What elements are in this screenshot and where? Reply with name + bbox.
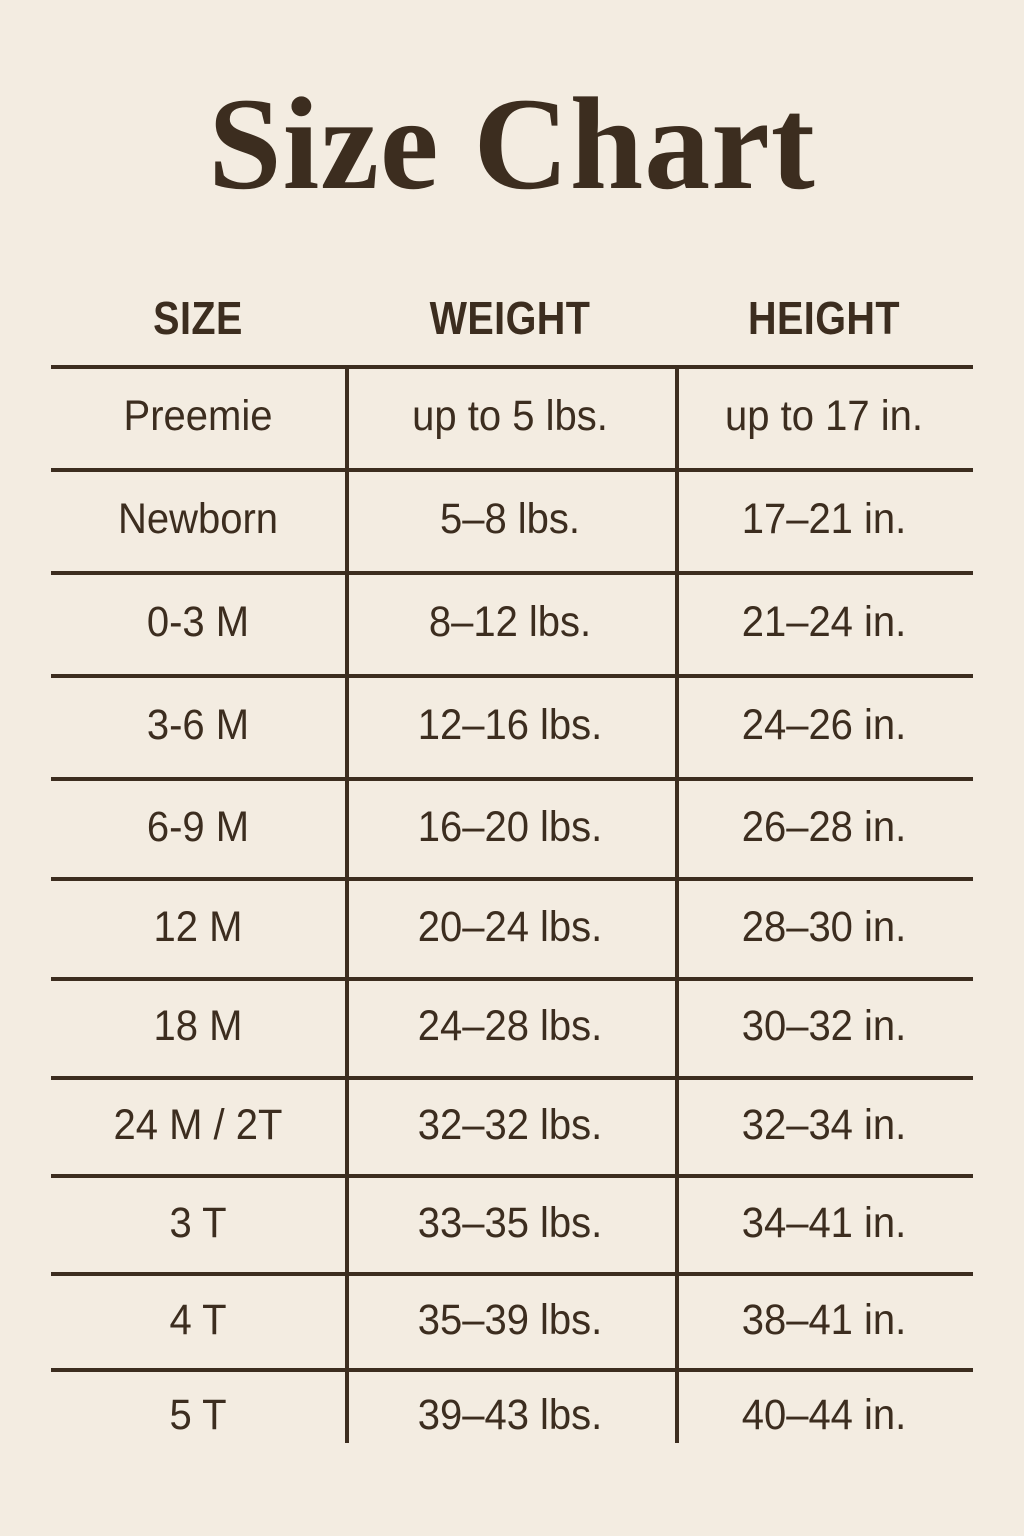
table-row: 3 T 33–35 lbs. 34–41 in. (51, 1174, 973, 1272)
column-header-height: HEIGHT (747, 291, 901, 344)
table-cell-height: 17–21 in. (741, 495, 907, 543)
column-header-size: SIZE (153, 291, 243, 344)
table-cell-size: 5 T (169, 1391, 227, 1439)
column-divider-2 (675, 365, 679, 1443)
table-cell-size: Preemie (123, 392, 273, 440)
table-cell-height: 32–34 in. (741, 1100, 907, 1149)
table-row-divider (51, 977, 973, 981)
table-cell-height: 30–32 in. (741, 1002, 907, 1050)
table-row: 0-3 M 8–12 lbs. 21–24 in. (51, 571, 973, 674)
table-cell-height: 28–30 in. (741, 902, 907, 951)
table-cell-size: 18 M (153, 1002, 243, 1050)
table-cell-weight: 12–16 lbs. (417, 701, 603, 749)
table-row: 4 T 35–39 lbs. 38–41 in. (51, 1272, 973, 1368)
table-cell-size: 3 T (169, 1198, 227, 1247)
table-cell-height: up to 17 in. (725, 392, 923, 440)
column-divider-1 (345, 365, 349, 1443)
table-cell-weight: 20–24 lbs. (417, 902, 603, 951)
table-cell-height: 40–44 in. (741, 1391, 907, 1439)
table-header-row: SIZE WEIGHT HEIGHT (51, 270, 973, 365)
table-cell-weight: 35–39 lbs. (417, 1295, 603, 1344)
table-cell-height: 26–28 in. (741, 802, 907, 851)
table-cell-weight: 39–43 lbs. (417, 1391, 603, 1439)
table-row: 18 M 24–28 lbs. 30–32 in. (51, 977, 973, 1076)
table-cell-size: 12 M (153, 902, 243, 951)
table-cell-height: 34–41 in. (741, 1198, 907, 1247)
table-body: Preemie up to 5 lbs. up to 17 in. Newborn 5–… (51, 365, 973, 1463)
table-cell-weight: 16–20 lbs. (417, 802, 603, 851)
table-cell-weight: 33–35 lbs. (417, 1198, 603, 1247)
table-row-divider (51, 365, 973, 369)
table-row: 3-6 M 12–16 lbs. 24–26 in. (51, 674, 973, 777)
table-cell-size: 3-6 M (146, 701, 250, 749)
table-cell-weight: 5–8 lbs. (439, 495, 581, 543)
table-row: 6-9 M 16–20 lbs. 26–28 in. (51, 777, 973, 877)
table-cell-size: 4 T (169, 1295, 227, 1344)
table-row-divider (51, 1076, 973, 1080)
table-cell-weight: 8–12 lbs. (428, 598, 592, 646)
table-row-divider (51, 1174, 973, 1178)
table-cell-height: 21–24 in. (741, 598, 907, 646)
table-cell-height: 38–41 in. (741, 1295, 907, 1344)
table-row-divider (51, 1272, 973, 1276)
table-row-divider (51, 777, 973, 781)
table-row: 5 T 39–43 lbs. 40–44 in. (51, 1368, 973, 1463)
table-cell-size: 24 M / 2T (113, 1100, 283, 1149)
table-cell-height: 24–26 in. (741, 701, 907, 749)
table-cell-weight: 32–32 lbs. (417, 1100, 603, 1149)
size-chart-table: SIZE WEIGHT HEIGHT Preemie up to 5 lbs. up… (51, 270, 973, 1463)
table-row: 24 M / 2T 32–32 lbs. 32–34 in. (51, 1076, 973, 1174)
table-row-divider (51, 1368, 973, 1372)
table-cell-size: 6-9 M (146, 802, 250, 851)
table-cell-weight: 24–28 lbs. (417, 1002, 603, 1050)
table-row: Preemie up to 5 lbs. up to 17 in. (51, 365, 973, 468)
page-title: Size Chart (208, 70, 816, 217)
table-cell-size: 0-3 M (146, 598, 250, 646)
table-row-divider (51, 877, 973, 881)
table-cell-size: Newborn (117, 495, 279, 543)
table-row: 12 M 20–24 lbs. 28–30 in. (51, 877, 973, 977)
table-row: Newborn 5–8 lbs. 17–21 in. (51, 468, 973, 571)
column-header-weight: WEIGHT (429, 291, 591, 344)
table-row-divider (51, 674, 973, 678)
table-row-divider (51, 571, 973, 575)
table-cell-weight: up to 5 lbs. (412, 392, 608, 440)
table-row-divider (51, 468, 973, 472)
